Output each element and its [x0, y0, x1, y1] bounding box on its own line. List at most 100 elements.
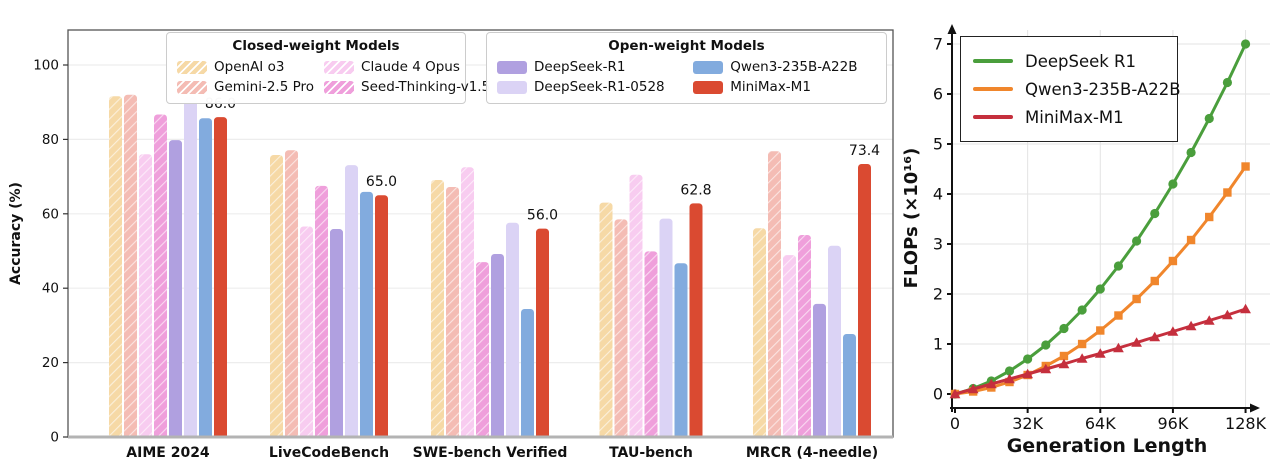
legend-label: DeepSeek-R1 [534, 59, 626, 75]
x-category-label: MRCR (4-needle) [746, 445, 878, 461]
legend-entry-openai-o3: OpenAI o3 [177, 57, 314, 77]
legend-label: Seed-Thinking-v1.5 [361, 79, 491, 95]
line-series [949, 39, 1251, 399]
legend-swatch-gemini-2-5-pro [177, 80, 207, 94]
legend-entry-seed-thinking-v1-5: Seed-Thinking-v1.5 [324, 77, 490, 97]
legend-flops-models: DeepSeek R1 Qwen3-235B-A22B MiniMax-M1 [960, 36, 1181, 142]
y-axis-label: FLOPs (×10¹⁶) [901, 148, 922, 289]
legend-label: OpenAI o3 [214, 59, 285, 75]
legend-entry-deepseek-r1: DeepSeek R1 [973, 47, 1165, 75]
legend-swatch-deepseek-r1 [497, 60, 527, 74]
bar-deepseek-r1 [813, 303, 826, 437]
y-tick-label: 20 [42, 355, 59, 371]
legend-line-swatch-minimax-m1 [973, 115, 1013, 119]
y-tick-label: 2 [933, 285, 943, 304]
bar-minimax-m1 [689, 203, 703, 437]
y-tick-label: 3 [933, 235, 943, 254]
bar-deepseek-r1-0528 [828, 245, 841, 437]
legend-entry-minimax-m1: MiniMax-M1 [693, 77, 876, 97]
x-axis-label: Generation Length [1007, 435, 1208, 457]
legend-title: Open-weight Models [608, 38, 765, 54]
bar-deepseek-r1-0528 [345, 165, 358, 437]
legend-entry-gemini-2-5-pro: Gemini-2.5 Pro [177, 77, 314, 97]
y-tick-label: 60 [42, 206, 59, 222]
line-chart-panel: 0 1 2 3 4 5 6 7 0 32K 64K 96K 128K Generation Length F… [900, 0, 1280, 473]
x-category-label: LiveCodeBench [269, 445, 389, 461]
legend-entry-minimax-m1: MiniMax-M1 [973, 103, 1165, 131]
legend-label: Qwen3-235B-A22B [1025, 79, 1181, 99]
bar-qwen3-235b-a22b [674, 263, 688, 437]
bar-qwen3-235b-a22b [843, 333, 856, 437]
y-tick-label: 6 [933, 85, 943, 104]
bar-minimax-m1 [536, 228, 549, 437]
bar-value-label: 62.8 [680, 182, 711, 198]
legend-label: DeepSeek R1 [1025, 51, 1137, 71]
bar-value-label: 73.4 [849, 143, 880, 159]
bar-chart-panel: 86.0 AIME 2024 65.0 LiveCodeBench 56.0 SWE-be… [8, 29, 894, 461]
x-tick-label: 0 [950, 414, 960, 433]
line-axes: 0 1 2 3 4 5 6 7 0 32K 64K 96K 128K [933, 24, 1267, 433]
bar-deepseek-r1 [169, 140, 182, 438]
legend-swatch-claude-4-opus [324, 60, 355, 74]
legend-swatch-openai-o3 [177, 60, 207, 74]
legend-open-weight-models: Open-weight Models DeepSeek-R1 DeepSeek-R… [486, 32, 887, 104]
x-tick-label: 96K [1157, 414, 1188, 433]
legend-entries: DeepSeek-R1 DeepSeek-R1-0528 Qwen3-235B-A2… [497, 57, 876, 97]
x-tick-label: 32K [1012, 414, 1043, 433]
legend-entry-qwen3-235b-a22b: Qwen3-235B-A22B [973, 75, 1181, 103]
legend-swatch-deepseek-r1-0528 [497, 80, 527, 94]
bar-deepseek-r1 [491, 253, 504, 437]
legend-title: Closed-weight Models [232, 38, 400, 54]
bar-deepseek-r1-0528 [184, 96, 197, 437]
series-minimax-m1 [949, 303, 1251, 399]
legend-label: MiniMax-M1 [1025, 107, 1124, 127]
line-chart-canvas: 0 1 2 3 4 5 6 7 0 32K 64K 96K 128K Generation Length F… [901, 24, 1270, 457]
legend-label: DeepSeek-R1-0528 [534, 79, 665, 95]
legend-entry-qwen3-235b-a22b: Qwen3-235B-A22B [693, 57, 876, 77]
y-tick-label: 0 [933, 385, 943, 404]
legend-label: MiniMax-M1 [730, 79, 811, 95]
bar-deepseek-r1 [330, 229, 343, 437]
bar-minimax-m1 [858, 163, 871, 437]
y-tick-label: 4 [933, 185, 943, 204]
x-tick-label: 64K [1085, 414, 1116, 433]
bar-minimax-m1 [214, 117, 227, 437]
legend-entry-deepseek-r1: DeepSeek-R1 [497, 57, 683, 77]
legend-label: Gemini-2.5 Pro [214, 79, 315, 95]
y-tick-label: 100 [33, 58, 59, 74]
legend-line-swatch-qwen3-235b-a22b [973, 87, 1013, 91]
y-tick-label: 80 [42, 132, 59, 148]
bar-group-livecodebench: 65.0 LiveCodeBench [269, 150, 397, 461]
bar-value-label: 65.0 [366, 174, 397, 190]
x-category-label: SWE-bench Verified [413, 445, 568, 461]
legend-label: Claude 4 Opus [361, 59, 460, 75]
bar-qwen3-235b-a22b [521, 309, 534, 437]
legend-entry-deepseek-r1-0528: DeepSeek-R1-0528 [497, 77, 683, 97]
legend-swatch-qwen3-235b-a22b [693, 60, 724, 74]
y-axis-ticks: 0 20 40 60 80 100 [33, 58, 68, 446]
legend-entries: OpenAI o3 Gemini-2.5 Pro Claude 4 Opus Seed… [177, 57, 490, 97]
bar-group-mrcr-4-needle: 73.4 MRCR (4-needle) [746, 143, 880, 461]
legend-entry-claude-4-opus: Claude 4 Opus [324, 57, 490, 77]
bar-deepseek-r1-0528 [506, 222, 519, 437]
bar-deepseek-r1-0528 [659, 218, 673, 437]
legend-closed-weight-models: Closed-weight Models OpenAI o3 Gemini-2.5… [166, 32, 490, 104]
y-tick-label: 0 [50, 430, 59, 446]
bar-qwen3-235b-a22b [360, 191, 373, 437]
bar-group-tau-bench: 62.8 TAU-bench [599, 174, 712, 461]
legend-swatch-seed-thinking-v1-5 [324, 80, 355, 94]
y-tick-label: 40 [42, 281, 59, 297]
y-tick-label: 7 [933, 35, 943, 54]
legend-swatch-minimax-m1 [693, 80, 724, 94]
bar-group-swe-bench-verified: 56.0 SWE-bench Verified [413, 167, 568, 461]
y-tick-label: 5 [933, 135, 943, 154]
x-category-label: TAU-bench [609, 445, 693, 461]
legend-label: Qwen3-235B-A22B [730, 59, 858, 75]
bar-minimax-m1 [375, 195, 388, 437]
y-tick-label: 1 [933, 335, 943, 354]
y-axis-label: Accuracy (%) [8, 182, 24, 285]
x-tick-label: 128K [1225, 414, 1267, 433]
